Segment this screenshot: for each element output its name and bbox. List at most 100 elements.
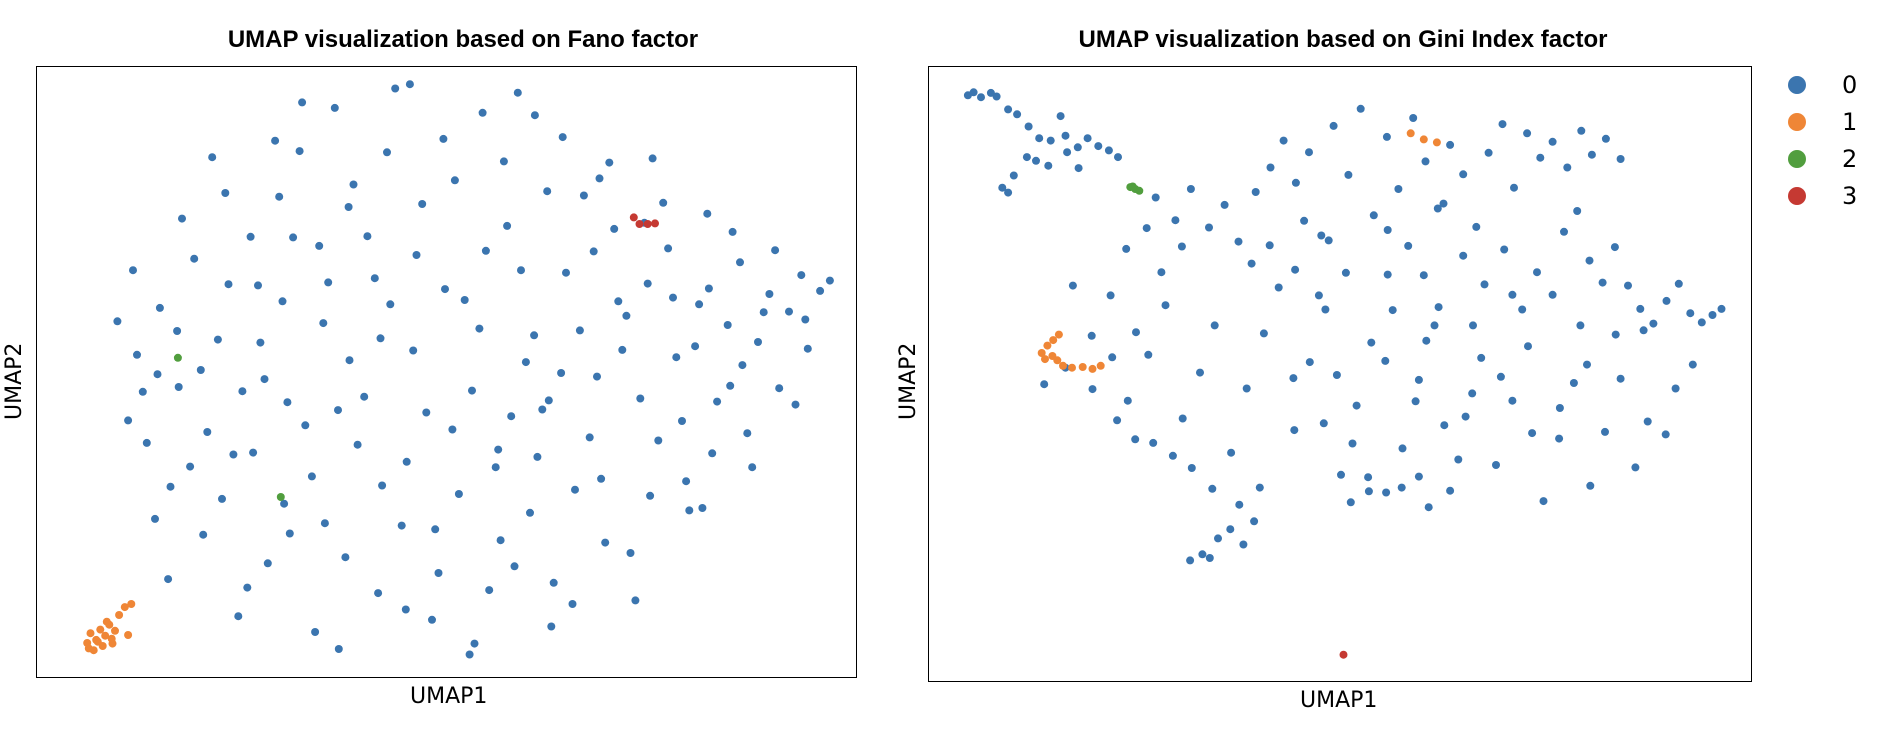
right-point-cluster-0-153	[1040, 380, 1049, 389]
right-point-cluster-0-93	[1430, 321, 1439, 330]
right-point-cluster-0-92	[1414, 375, 1423, 384]
right-point-cluster-0-110	[1131, 435, 1140, 444]
left-point-cluster-0-106	[503, 221, 512, 230]
left-point-cluster-0-16	[280, 499, 289, 508]
right-point-cluster-0-146	[1381, 356, 1390, 365]
right-point-cluster-0-82	[1259, 329, 1268, 338]
right-point-cluster-0-144	[1469, 321, 1477, 330]
left-point-cluster-0-50	[622, 311, 631, 320]
left-point-cluster-0-90	[138, 387, 147, 396]
right-point-cluster-0-135	[1383, 226, 1392, 234]
right-point-cluster-0-133	[1324, 236, 1333, 245]
left-point-cluster-0-59	[713, 397, 722, 406]
right-point-cluster-0-173	[1611, 330, 1620, 339]
right-point-cluster-0-24	[1074, 164, 1083, 173]
right-point-cluster-0-6	[1013, 110, 1022, 119]
left-point-cluster-0-19	[311, 628, 320, 636]
left-point-cluster-0-162	[285, 529, 294, 538]
left-point-cluster-0-3	[142, 438, 151, 447]
left-point-cluster-0-166	[494, 445, 503, 454]
left-point-cluster-0-102	[275, 192, 284, 201]
left-point-cluster-0-152	[597, 474, 606, 483]
left-point-cluster-0-67	[797, 271, 806, 280]
left-x-axis-label: UMAP1	[410, 684, 488, 709]
left-point-cluster-0-53	[654, 436, 663, 445]
right-point-cluster-0-84	[1290, 426, 1299, 435]
right-point-cluster-0-19	[998, 183, 1007, 192]
left-point-cluster-0-40	[521, 358, 530, 367]
right-point-cluster-0-41	[1382, 132, 1391, 141]
left-point-cluster-0-20	[319, 319, 328, 328]
left-point-cluster-0-17	[289, 233, 298, 242]
right-point-cluster-0-35	[1305, 148, 1313, 157]
right-point-cluster-1-13	[1419, 135, 1428, 144]
left-point-cluster-0-1	[124, 416, 133, 425]
left-point-cluster-2-0	[173, 353, 182, 362]
left-point-cluster-0-122	[454, 490, 463, 498]
right-point-cluster-0-14	[1094, 142, 1103, 151]
left-point-cluster-0-123	[507, 412, 516, 421]
left-point-cluster-0-94	[363, 232, 372, 241]
right-point-cluster-0-131	[1454, 455, 1463, 464]
left-point-cluster-0-42	[538, 405, 547, 414]
left-point-cluster-0-28	[401, 605, 410, 614]
left-point-cluster-0-2	[133, 350, 141, 359]
right-point-cluster-0-60	[1624, 281, 1632, 290]
right-point-cluster-0-49	[1484, 148, 1493, 157]
right-point-cluster-2-2	[1135, 186, 1144, 195]
left-point-cluster-0-46	[579, 191, 588, 200]
legend-label-2: 2	[1842, 144, 1858, 173]
right-point-cluster-0-79	[1210, 321, 1219, 330]
right-point-cluster-0-27	[1186, 185, 1195, 193]
left-point-cluster-0-49	[610, 224, 619, 233]
left-point-cluster-1-12	[124, 631, 133, 639]
right-point-cluster-0-139	[1459, 251, 1468, 260]
left-point-cluster-0-124	[557, 369, 566, 377]
right-point-cluster-0-9	[1046, 136, 1055, 145]
right-point-cluster-0-62	[1649, 319, 1658, 328]
left-point-cluster-0-100	[691, 342, 700, 351]
right-scatter-plot	[963, 88, 1726, 659]
left-point-cluster-0-92	[256, 338, 265, 347]
left-point-cluster-0-13	[254, 281, 262, 290]
left-point-cluster-0-107	[558, 133, 567, 142]
right-point-cluster-0-163	[1319, 419, 1328, 428]
left-point-cluster-0-105	[450, 176, 459, 185]
left-y-axis-label: UMAP2	[2, 342, 27, 420]
right-point-cluster-0-42	[1394, 185, 1403, 193]
right-point-cluster-0-67	[1708, 311, 1717, 319]
right-point-cluster-0-25	[1151, 193, 1160, 202]
right-point-cluster-0-85	[1305, 358, 1314, 367]
right-point-cluster-0-145	[1422, 336, 1431, 345]
left-point-cluster-0-149	[517, 266, 525, 275]
right-point-cluster-0-127	[1364, 473, 1373, 482]
legend-swatch-3	[1788, 186, 1806, 205]
right-point-cluster-0-29	[1220, 200, 1229, 209]
right-point-cluster-0-138	[1439, 199, 1448, 208]
right-point-cluster-0-34	[1291, 178, 1300, 187]
right-point-cluster-0-120	[1226, 525, 1235, 534]
left-point-cluster-0-114	[585, 433, 594, 442]
left-point-cluster-0-64	[765, 290, 774, 298]
left-point-cluster-0-120	[345, 356, 354, 365]
right-point-cluster-0-7	[1024, 122, 1033, 131]
left-point-cluster-0-60	[723, 321, 732, 329]
right-point-cluster-0-103	[1586, 481, 1595, 490]
right-point-cluster-0-12	[1073, 143, 1082, 152]
right-point-cluster-0-99	[1524, 342, 1532, 351]
right-point-cluster-0-107	[1643, 417, 1652, 426]
left-point-cluster-0-96	[475, 324, 484, 333]
left-point-cluster-0-57	[695, 300, 704, 309]
right-point-cluster-0-121	[1186, 556, 1195, 565]
left-point-cluster-1-1	[86, 629, 95, 638]
right-point-cluster-0-97	[1492, 461, 1500, 469]
right-point-cluster-0-2	[977, 93, 985, 102]
right-x-axis-label: UMAP1	[1300, 688, 1378, 713]
left-point-cluster-0-126	[678, 417, 686, 425]
left-point-cluster-0-47	[593, 372, 601, 381]
right-point-cluster-0-88	[1352, 401, 1361, 410]
right-point-cluster-0-122	[1205, 554, 1214, 562]
left-point-cluster-0-93	[307, 472, 316, 481]
left-point-cluster-0-150	[543, 187, 552, 196]
right-chart-title: UMAP visualization based on Gini Index f…	[1078, 26, 1608, 53]
